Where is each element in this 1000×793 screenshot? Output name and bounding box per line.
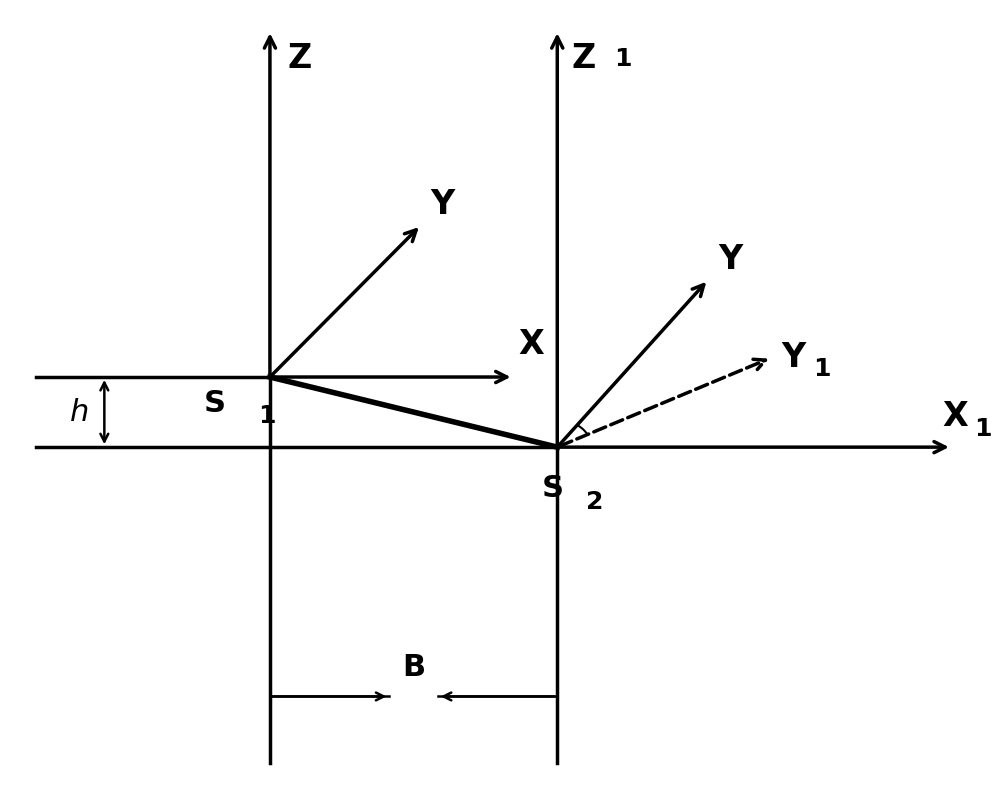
Text: B: B — [402, 653, 425, 683]
Text: X: X — [518, 328, 544, 362]
FancyArrowPatch shape — [264, 37, 275, 374]
Text: S: S — [204, 389, 226, 418]
Text: 1: 1 — [813, 357, 831, 381]
Text: 1: 1 — [258, 404, 276, 428]
Text: 2: 2 — [586, 490, 604, 514]
Text: h: h — [70, 397, 90, 427]
Text: Y: Y — [431, 188, 455, 221]
Text: 1: 1 — [974, 417, 992, 441]
Text: Z: Z — [572, 42, 596, 75]
Text: S: S — [541, 474, 563, 504]
FancyArrowPatch shape — [273, 371, 507, 382]
Text: Z: Z — [287, 42, 312, 75]
FancyArrowPatch shape — [560, 359, 765, 446]
FancyArrowPatch shape — [559, 285, 704, 445]
FancyArrowPatch shape — [560, 442, 945, 453]
FancyArrowPatch shape — [552, 37, 563, 444]
Text: X: X — [942, 400, 968, 433]
Text: Y: Y — [781, 341, 806, 374]
FancyArrowPatch shape — [272, 230, 416, 375]
Text: 1: 1 — [614, 48, 631, 71]
Text: Y: Y — [718, 243, 742, 276]
